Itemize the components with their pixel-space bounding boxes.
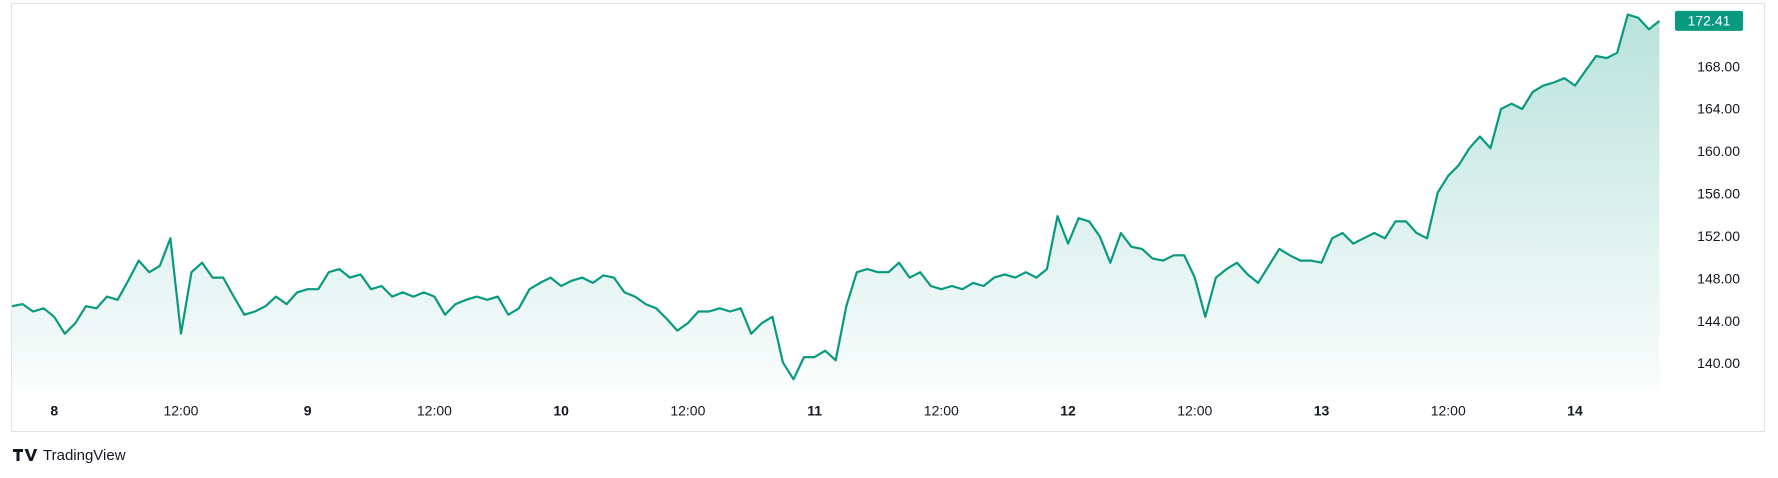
x-tick-label: 9 [304, 403, 312, 419]
y-tick-label: 144.00 [1697, 313, 1740, 329]
y-tick-label: 140.00 [1697, 355, 1740, 371]
chart-frame [11, 3, 1765, 432]
brand-icon [13, 449, 38, 461]
x-tick-label: 13 [1314, 403, 1330, 419]
last-price-label: 172.41 [1688, 13, 1731, 29]
area-fill [12, 14, 1660, 391]
x-tick-label: 10 [553, 403, 569, 419]
y-tick-label: 160.00 [1697, 143, 1740, 159]
y-tick-label: 164.00 [1697, 101, 1740, 117]
brand-name: TradingView [43, 447, 126, 464]
x-tick-label: 12 [1060, 403, 1076, 419]
x-tick-label: 14 [1567, 403, 1583, 419]
brand-logo: TradingView [13, 447, 126, 464]
last-price-tag [1675, 10, 1743, 31]
x-tick-label: 12:00 [163, 403, 198, 419]
y-tick-label: 168.00 [1697, 58, 1740, 74]
plot: 140.00 144.00 148.00 152.00 156.00 160.00 164.… [11, 10, 1743, 419]
x-tick-label: 12:00 [670, 403, 705, 419]
x-tick-label: 12:00 [417, 403, 452, 419]
y-tick-label: 148.00 [1697, 270, 1740, 286]
x-tick-label: 11 [807, 403, 822, 419]
y-tick-label: 152.00 [1697, 228, 1740, 244]
y-tick-label: 156.00 [1697, 186, 1740, 202]
x-tick-label: 8 [50, 403, 58, 419]
x-tick-label: 12:00 [1177, 403, 1212, 419]
x-tick-label: 12:00 [924, 403, 959, 419]
price-line [11, 13, 1661, 381]
x-tick-label: 12:00 [1431, 403, 1466, 419]
